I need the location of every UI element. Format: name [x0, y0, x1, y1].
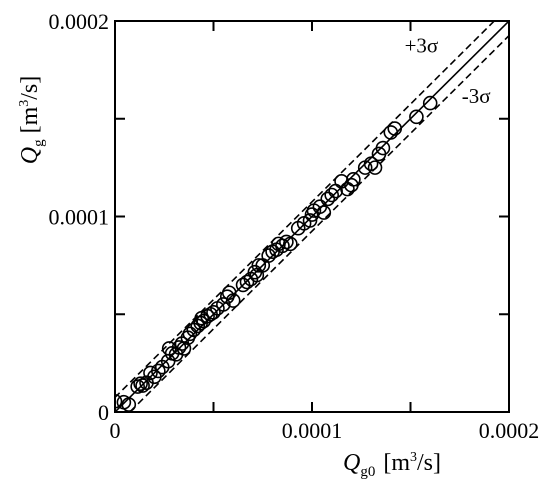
data-point: [151, 363, 166, 379]
tick-labels: 0 0.0001 0.0002 0 0.0001 0.0002: [49, 9, 540, 443]
data-point: [409, 109, 424, 125]
data-point: [344, 177, 359, 193]
x-axis-label: Qg0 [m3/s]: [343, 450, 441, 480]
y-axis-label: Qg[m3/s]: [17, 76, 47, 165]
data-point: [320, 191, 336, 207]
data-point: [121, 397, 137, 412]
x-tick-label: 0.0002: [479, 418, 540, 443]
x-tick-label: 0.0001: [282, 418, 343, 443]
y-tick-label: 0.0001: [49, 205, 110, 230]
data-point: [383, 125, 399, 140]
data-point: [216, 297, 231, 312]
data-point: [387, 121, 403, 136]
y-tick-label: 0: [98, 400, 109, 425]
data-point: [221, 285, 237, 301]
axis-ticks: [114, 20, 510, 413]
data-point: [363, 156, 379, 172]
data-point: [133, 376, 148, 391]
x-tick-label: 0: [110, 418, 121, 443]
y-tick-label: 0.0002: [49, 9, 110, 34]
data-point: [316, 205, 332, 220]
data-point: [422, 95, 438, 111]
data-point: [194, 310, 209, 326]
data-point: [130, 379, 145, 394]
data-point: [239, 274, 255, 290]
data-point: [324, 187, 340, 203]
data-point: [251, 258, 267, 273]
sigma-line: [115, 21, 496, 399]
reference-lines: [115, 21, 509, 412]
data-point: [375, 140, 391, 156]
data-point: [275, 238, 290, 254]
sigma-annotation: +3σ: [405, 33, 439, 57]
data-point: [367, 160, 383, 175]
data-point: [115, 393, 123, 409]
data-point: [346, 172, 361, 187]
data-point: [171, 340, 187, 355]
data-point: [302, 213, 318, 228]
data-point: [283, 236, 298, 252]
annotations: +3σ -3σ: [405, 33, 491, 108]
data-point: [135, 378, 150, 393]
data-point: [182, 326, 198, 342]
data-points: [115, 95, 438, 412]
data-point: [328, 183, 343, 199]
data-point: [143, 365, 158, 381]
data-point: [225, 293, 241, 308]
sigma-annotation: -3σ: [462, 84, 491, 108]
sigma-line: [128, 34, 509, 412]
data-point: [206, 304, 221, 320]
